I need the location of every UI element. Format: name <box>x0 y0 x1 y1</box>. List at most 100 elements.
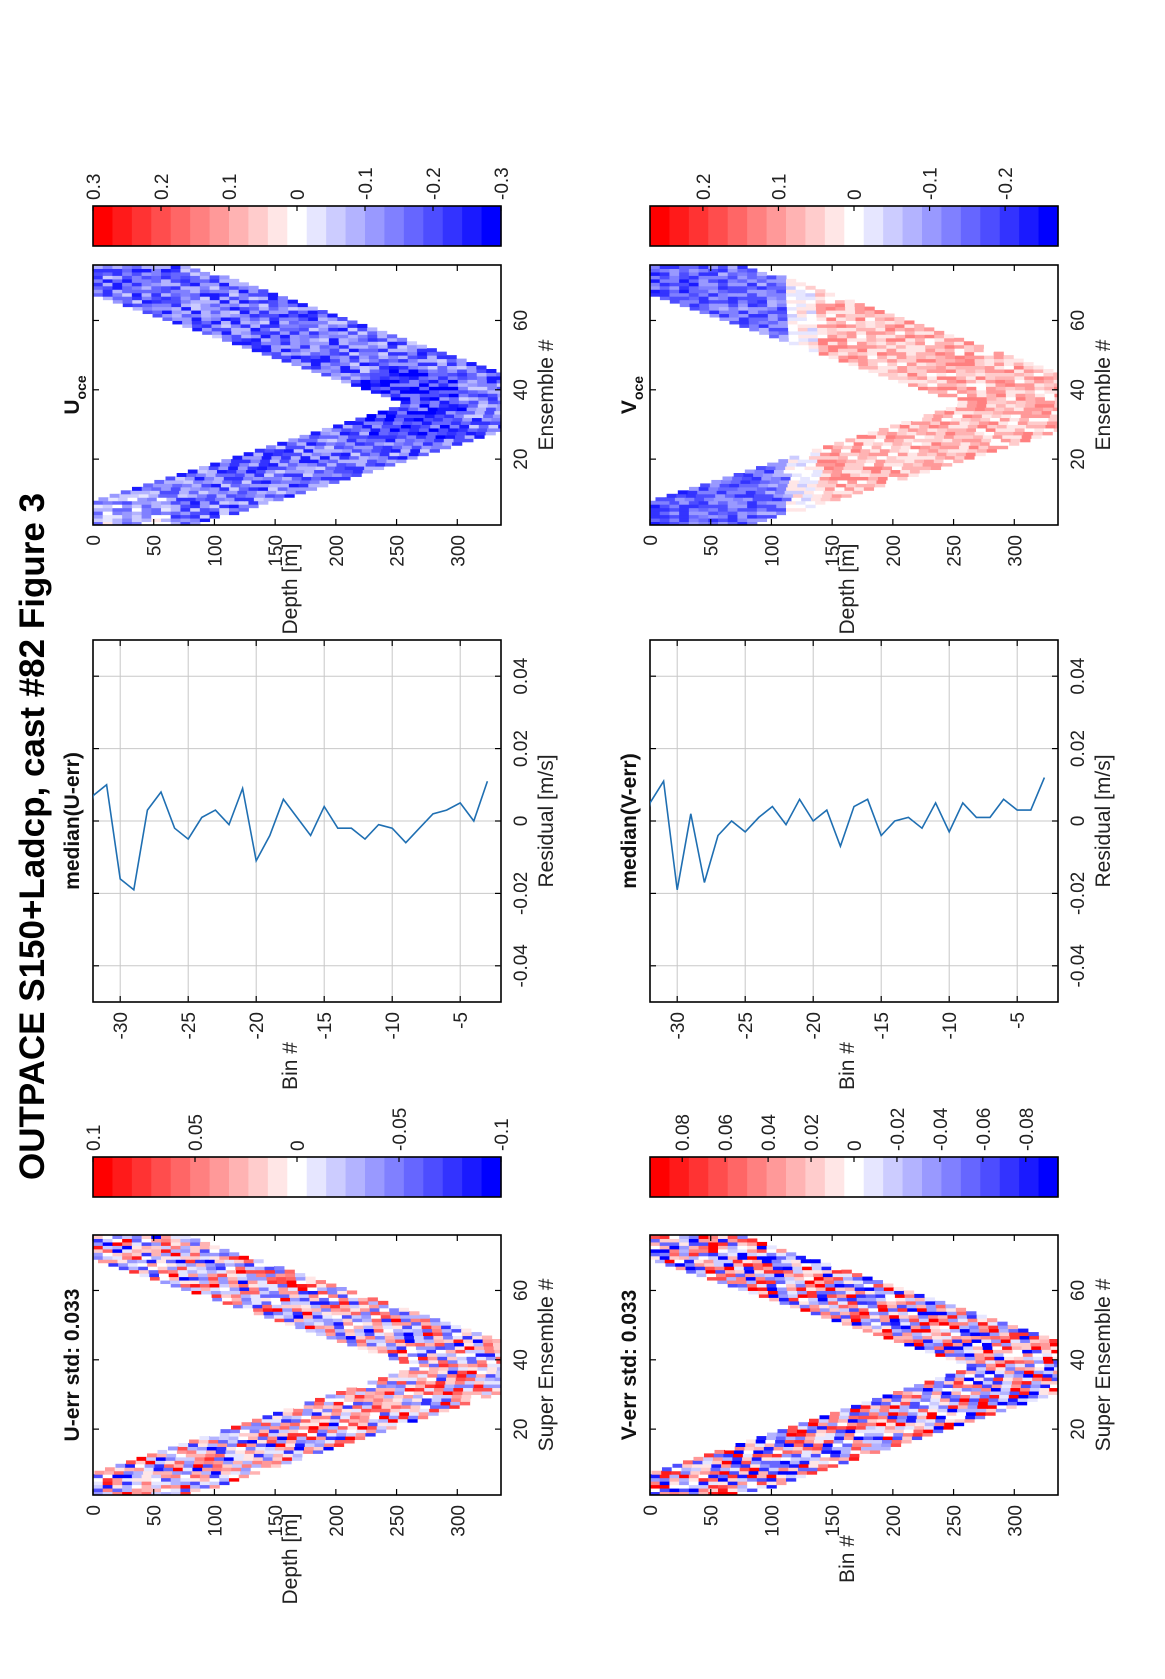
u-err-cell <box>382 1325 393 1330</box>
v-err-cell <box>919 1321 930 1326</box>
u-err-cell <box>467 1370 478 1375</box>
u-oce-cell <box>303 448 314 453</box>
v-oce-cell <box>806 313 817 318</box>
u-oce-cell <box>448 379 459 384</box>
v-err-cell <box>727 1477 738 1482</box>
v-oce-cell <box>977 400 988 405</box>
u-err-cell <box>483 1345 495 1350</box>
v-oce-cell <box>849 452 860 457</box>
v-err-cell <box>921 1328 932 1333</box>
v-err-cell <box>734 1266 745 1271</box>
v-err-cell <box>869 1311 880 1316</box>
u-oce-cell <box>390 386 401 391</box>
u-oce-cell <box>369 452 381 457</box>
v-err-cell <box>898 1314 910 1319</box>
v-err-cell <box>880 1401 892 1406</box>
u-err-cell <box>482 1387 493 1392</box>
v-err-cell <box>1001 1384 1012 1389</box>
u-err-cell <box>273 1453 284 1458</box>
v-oce-cell <box>797 483 808 488</box>
v-oce-cell <box>887 362 898 367</box>
v-err-cell <box>669 1481 680 1486</box>
v-oce-cell <box>758 313 769 318</box>
u-err-cell <box>270 1297 281 1302</box>
v-err-cell <box>994 1356 1005 1361</box>
v-err-cell <box>863 1280 874 1285</box>
u-oce-cell <box>151 271 162 276</box>
u-oce-cell <box>171 299 182 304</box>
v-err-cell <box>831 1449 842 1454</box>
u-err-cell <box>405 1342 416 1347</box>
v-err-cell <box>767 1290 779 1295</box>
v-oce-cell <box>953 337 965 342</box>
u-oce-cell <box>335 466 346 471</box>
v-oce-cell <box>956 375 967 380</box>
u-oce-cell <box>416 410 427 415</box>
u-err-cell <box>169 1276 180 1281</box>
u-oce-cell <box>456 407 468 412</box>
v-oce-cell <box>948 424 959 429</box>
v-oce-cell <box>889 448 900 453</box>
v-oce-cell <box>866 330 877 335</box>
u-err-cell <box>274 1269 286 1274</box>
v-err-cell <box>929 1401 940 1406</box>
u-oce-cell <box>496 382 502 387</box>
u-err-cell <box>324 1443 335 1447</box>
v-oce-cell <box>727 507 738 512</box>
u-err-cell <box>239 1287 250 1291</box>
u-err-cell <box>131 1481 143 1486</box>
v-oce-cell <box>934 334 945 339</box>
v-oce-cell <box>912 462 924 467</box>
v-oce-cell <box>727 514 738 519</box>
v-err-cell <box>964 1352 975 1357</box>
median-v-err-xtick-label: -0.04 <box>1068 944 1089 988</box>
v-err-cell <box>826 1293 838 1298</box>
v-err-cell <box>916 1307 928 1312</box>
v-oce-cell <box>718 507 729 512</box>
median-v-err-series-line <box>650 777 1046 890</box>
u-oce-cell <box>241 337 252 342</box>
u-err-cell <box>322 1314 333 1319</box>
u-err-cell <box>180 1474 191 1479</box>
v-oce-cell <box>1004 365 1015 370</box>
v-oce-cell <box>776 486 787 491</box>
v-err-cell <box>979 1332 991 1337</box>
v-oce-cell <box>1006 400 1017 405</box>
u-err-cell <box>181 1287 192 1291</box>
u-oce-cell <box>341 427 352 432</box>
u-oce-cell <box>388 362 399 367</box>
u-err-cell <box>303 1446 315 1451</box>
u-oce-cell <box>457 369 468 373</box>
v-oce-cell <box>836 320 847 325</box>
v-oce-cell <box>800 452 811 457</box>
u-oce-cell <box>102 268 113 273</box>
u-oce-cell <box>325 466 336 471</box>
v-err-cell <box>703 1453 715 1458</box>
u-err-cell <box>362 1404 373 1409</box>
u-err-cell <box>334 1439 345 1444</box>
u-oce-cell <box>447 372 458 377</box>
u-oce-cell <box>338 341 350 346</box>
u-oce-cell <box>318 327 329 332</box>
v-err-cell <box>871 1325 882 1330</box>
v-oce-cell <box>887 365 898 370</box>
v-oce-cell <box>826 320 837 325</box>
v-err-cell <box>881 1325 892 1330</box>
u-err-cell <box>131 1241 143 1246</box>
v-err-cell <box>734 1269 745 1274</box>
v-oce-cell <box>922 462 933 467</box>
v-err-cell <box>985 1370 996 1375</box>
v-oce-cell <box>676 493 687 498</box>
v-err-cell <box>887 1307 899 1312</box>
u-err-cell <box>138 1266 149 1271</box>
u-err-cell <box>412 1394 424 1399</box>
v-err-cell <box>679 1245 690 1250</box>
v-err-cell <box>762 1262 773 1267</box>
v-oce-cell <box>867 358 878 363</box>
u-oce-cell <box>466 369 478 373</box>
u-err-cell <box>190 1252 201 1257</box>
v-err-cell <box>999 1391 1011 1395</box>
v-oce-cell <box>727 486 739 491</box>
u-err-cell <box>161 1484 172 1489</box>
v-err-cell <box>810 1453 822 1458</box>
